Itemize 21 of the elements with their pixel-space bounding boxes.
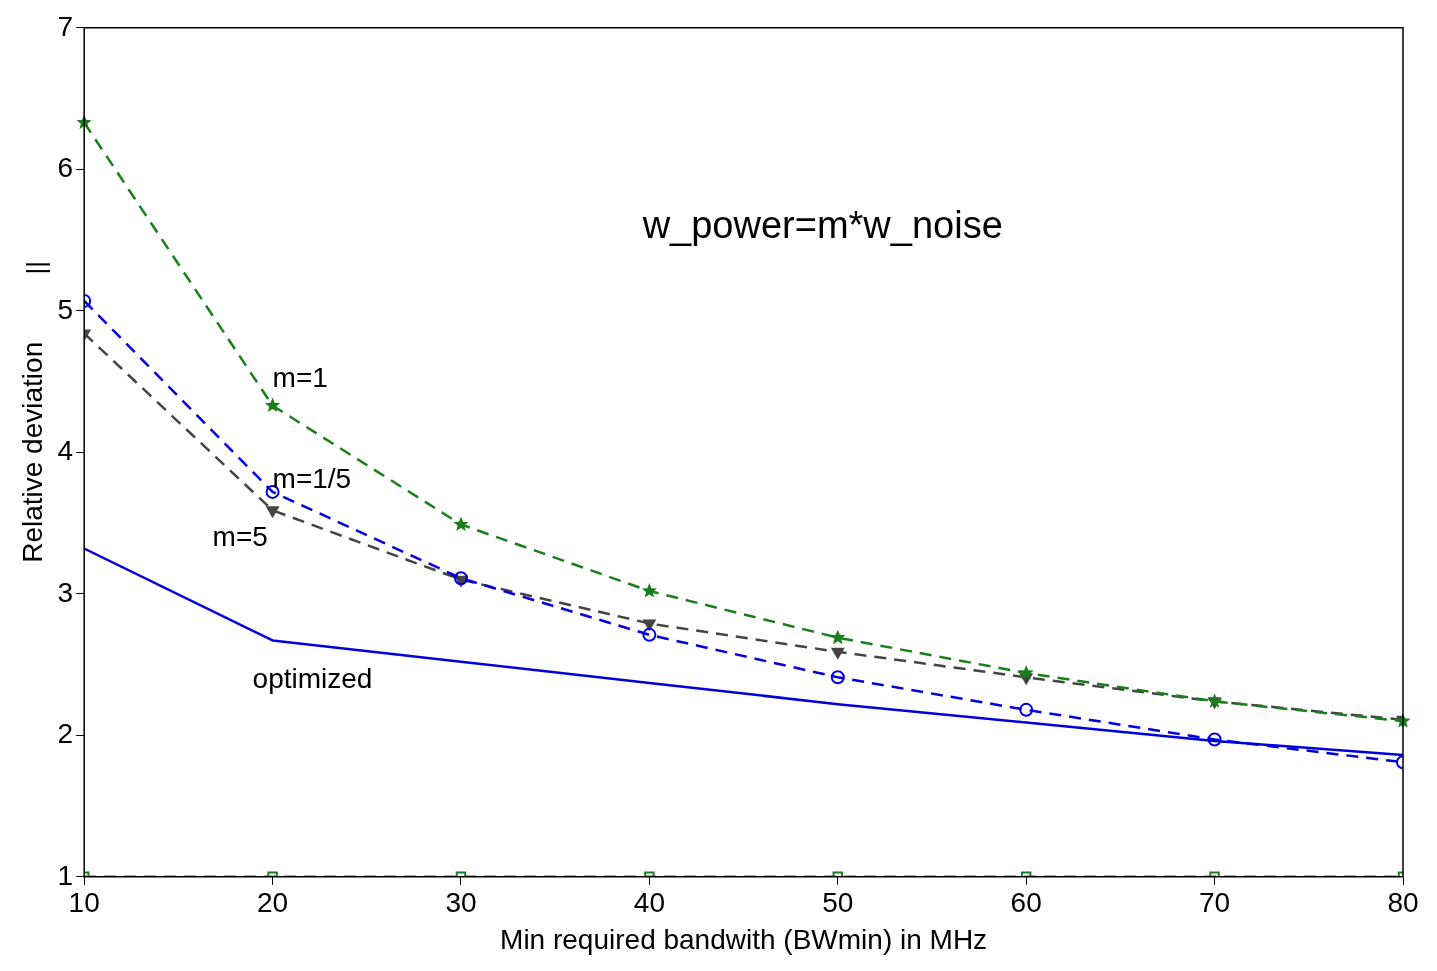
series-label: optimized bbox=[252, 663, 373, 695]
annotation: w_power=m*w_noise bbox=[641, 204, 1003, 247]
x-tick-label: 80 bbox=[1387, 887, 1419, 919]
y-tick-label: 7 bbox=[57, 10, 74, 42]
text: || bbox=[21, 261, 52, 275]
series-label: m=5 bbox=[212, 521, 268, 553]
x-tick-label: 20 bbox=[257, 887, 289, 919]
x-tick-label: 50 bbox=[822, 887, 854, 919]
y-tick-label: 5 bbox=[57, 293, 74, 325]
x-tick-label: 40 bbox=[633, 887, 665, 919]
x-tick-label: 60 bbox=[1010, 887, 1042, 919]
x-axis-title: Min required bandwith (BWmin) in MHz bbox=[500, 923, 988, 955]
y-tick-label: 6 bbox=[57, 152, 74, 184]
x-tick-label: 70 bbox=[1199, 887, 1231, 919]
y-tick-label: 2 bbox=[57, 718, 74, 750]
series-label: m=1 bbox=[272, 362, 328, 394]
series-label: m=1/5 bbox=[272, 462, 352, 494]
y-tick-label: 4 bbox=[57, 435, 74, 467]
y-tick-label: 3 bbox=[57, 576, 74, 608]
x-tick-label: 30 bbox=[445, 887, 477, 919]
y-axis-title: Relative deviation bbox=[16, 341, 48, 563]
